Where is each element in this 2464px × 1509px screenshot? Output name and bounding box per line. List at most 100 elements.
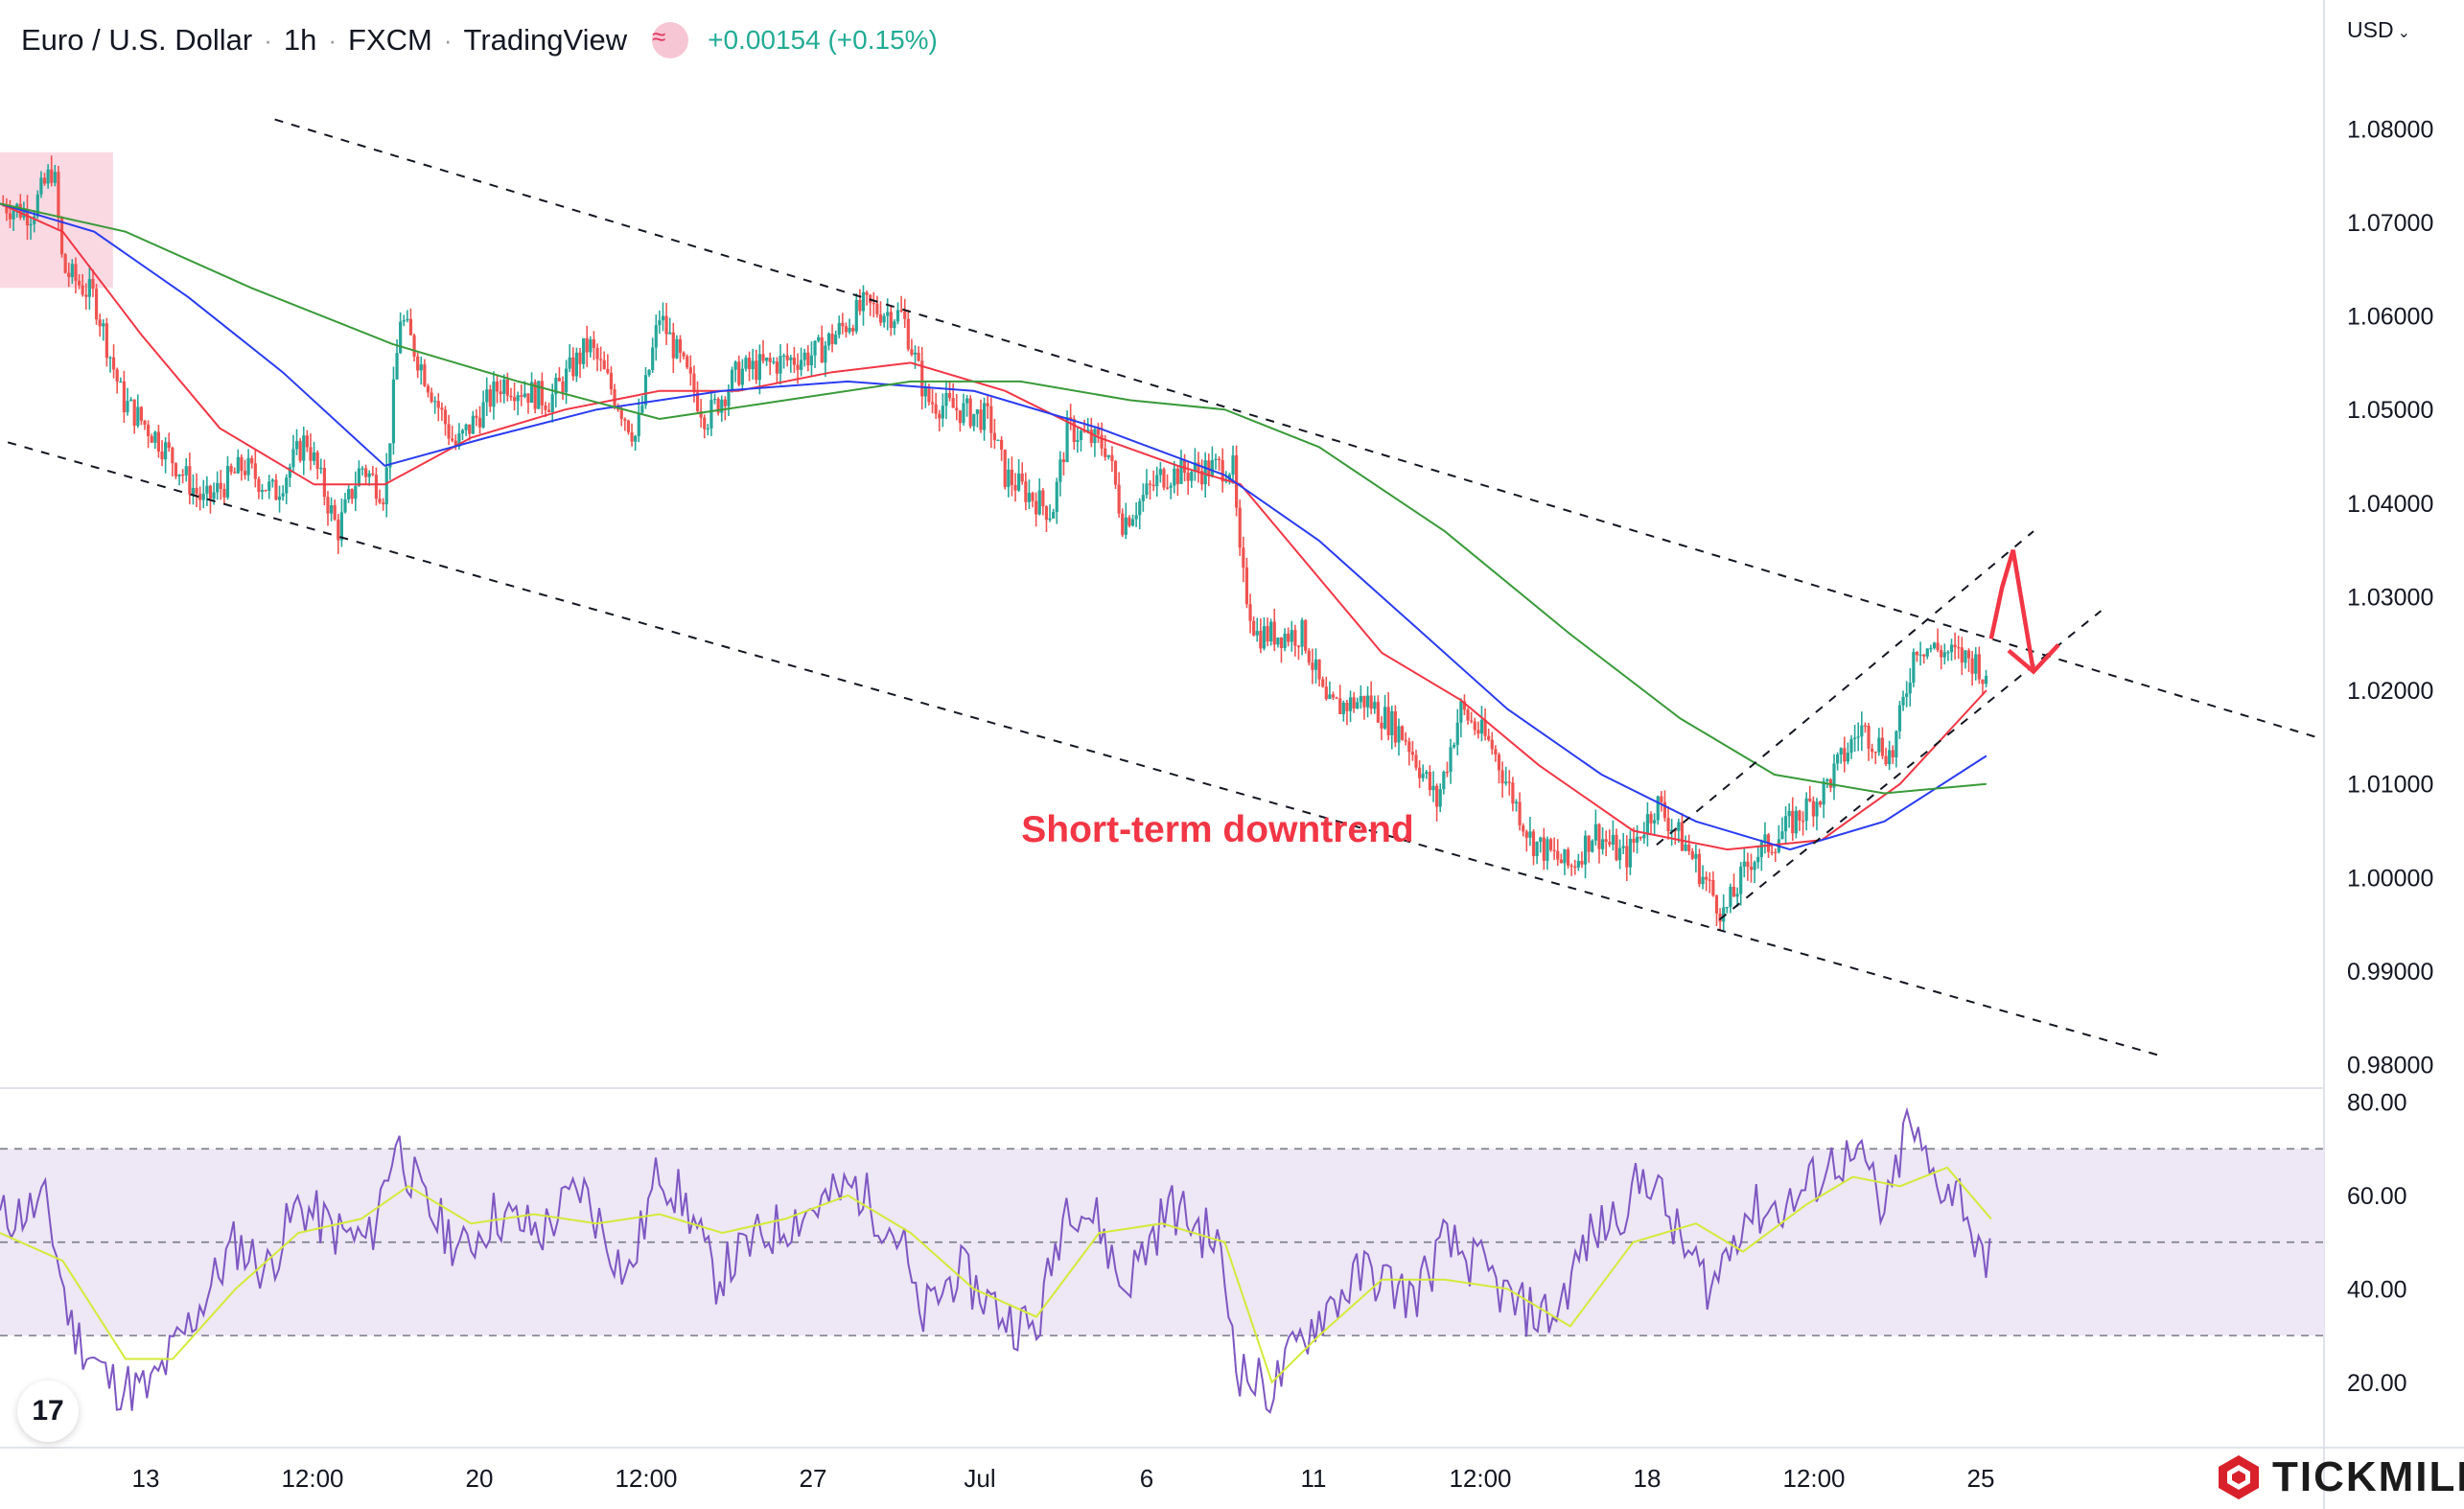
candle-body <box>471 415 475 434</box>
candle-body <box>243 471 247 476</box>
candle-body <box>412 335 416 357</box>
candle-body <box>1742 861 1746 867</box>
candle-body <box>1511 782 1515 804</box>
candle-body <box>1414 754 1418 768</box>
candle-body <box>602 360 606 369</box>
candle-body <box>1404 739 1407 742</box>
candle-body <box>841 322 845 327</box>
candle-body <box>492 382 496 407</box>
candle-body <box>477 417 482 428</box>
candle-body <box>1591 840 1594 852</box>
candle-body <box>1856 736 1860 738</box>
candle-body <box>1960 647 1964 663</box>
candle-body <box>1628 838 1633 868</box>
candle-body <box>761 354 765 361</box>
candle-body <box>1165 487 1170 489</box>
candle-body <box>1970 658 1974 674</box>
candle-body <box>1151 484 1155 487</box>
candle-body <box>384 467 388 504</box>
candle-body <box>1383 707 1387 729</box>
candle-body <box>554 378 558 395</box>
candle-body <box>122 381 126 413</box>
candle-body <box>1242 547 1245 568</box>
candle-body <box>882 315 886 323</box>
candle-body <box>1442 772 1446 790</box>
currency-dropdown[interactable]: USD ⌄ <box>2347 17 2410 43</box>
candle-body <box>1569 865 1573 868</box>
candle-body <box>451 438 454 441</box>
candle-body <box>485 389 489 403</box>
candle-body <box>875 303 879 314</box>
trendline[interactable] <box>7 441 2160 1056</box>
candle-body <box>1113 460 1118 485</box>
candle-body <box>1548 839 1553 850</box>
candle-body <box>1746 861 1750 868</box>
candle-body <box>1984 676 1988 685</box>
candle-body <box>1573 866 1577 869</box>
candle-body <box>502 379 506 394</box>
candle-body <box>1069 417 1073 420</box>
candle-body <box>322 467 326 498</box>
candle-body <box>433 401 437 403</box>
candle-body <box>1617 847 1622 861</box>
candle-body <box>716 399 720 413</box>
candle-body <box>1946 652 1950 654</box>
candle-body <box>1110 454 1114 461</box>
trendline[interactable] <box>1656 530 2034 846</box>
candle-body <box>757 354 761 381</box>
candle-body <box>709 400 713 429</box>
candle-body <box>1307 650 1311 663</box>
candle-body <box>1597 824 1601 849</box>
candle-body <box>1324 686 1328 700</box>
candle-body <box>208 485 213 499</box>
candle-body <box>1148 483 1152 485</box>
price-tick-label: 1.02000 <box>2347 678 2433 705</box>
trendline[interactable] <box>1718 610 2103 921</box>
time-tick-label: 20 <box>466 1464 494 1493</box>
candle-body <box>53 172 57 183</box>
candle-body <box>1701 876 1705 885</box>
candle-body <box>537 381 541 409</box>
symbol-header: Euro / U.S. Dollar · 1h · FXCM · Trading… <box>21 19 938 61</box>
candle-body <box>1214 458 1218 460</box>
candle-body <box>1877 737 1881 753</box>
candle-body <box>848 328 851 333</box>
candle-body <box>643 375 648 406</box>
candle-body <box>1524 831 1528 838</box>
candle-body <box>1311 662 1314 670</box>
candle-body <box>291 449 295 468</box>
candle-body <box>1808 798 1812 801</box>
candle-body <box>1459 701 1463 723</box>
candle-body <box>1666 818 1670 832</box>
symbol-name[interactable]: Euro / U.S. Dollar <box>21 23 253 57</box>
candle-body <box>1130 519 1135 526</box>
candle-body <box>1763 834 1767 843</box>
candle-body <box>737 361 741 385</box>
candle-body <box>1966 650 1971 659</box>
candle-body <box>772 361 776 363</box>
wave-icon[interactable]: ≈ <box>652 22 689 58</box>
candle-body <box>12 210 15 220</box>
candle-body <box>391 379 396 444</box>
interval-label[interactable]: 1h <box>283 23 317 57</box>
candle-body <box>343 499 347 513</box>
candle-body <box>872 303 875 305</box>
candle-body <box>174 463 178 476</box>
candle-body <box>430 392 433 403</box>
candle-body <box>837 322 841 336</box>
candle-body <box>523 393 526 397</box>
tradingview-logo-icon[interactable]: 17 <box>17 1381 79 1442</box>
candle-body <box>481 402 485 428</box>
time-tick-label: 11 <box>1301 1464 1327 1493</box>
candle-body <box>164 442 168 460</box>
candle-body <box>1220 460 1224 482</box>
candle-body <box>1058 459 1062 482</box>
candle-body <box>388 443 392 468</box>
candle-body <box>1873 751 1877 754</box>
candle-body <box>1863 725 1868 727</box>
candle-body <box>406 318 409 321</box>
candle-body <box>1479 719 1484 734</box>
candle-body <box>947 393 952 399</box>
candle-body <box>589 338 593 353</box>
